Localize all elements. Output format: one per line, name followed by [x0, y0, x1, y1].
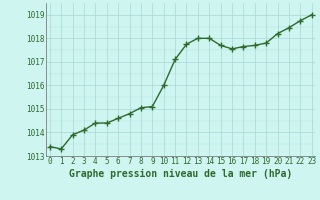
X-axis label: Graphe pression niveau de la mer (hPa): Graphe pression niveau de la mer (hPa) [69, 169, 292, 179]
